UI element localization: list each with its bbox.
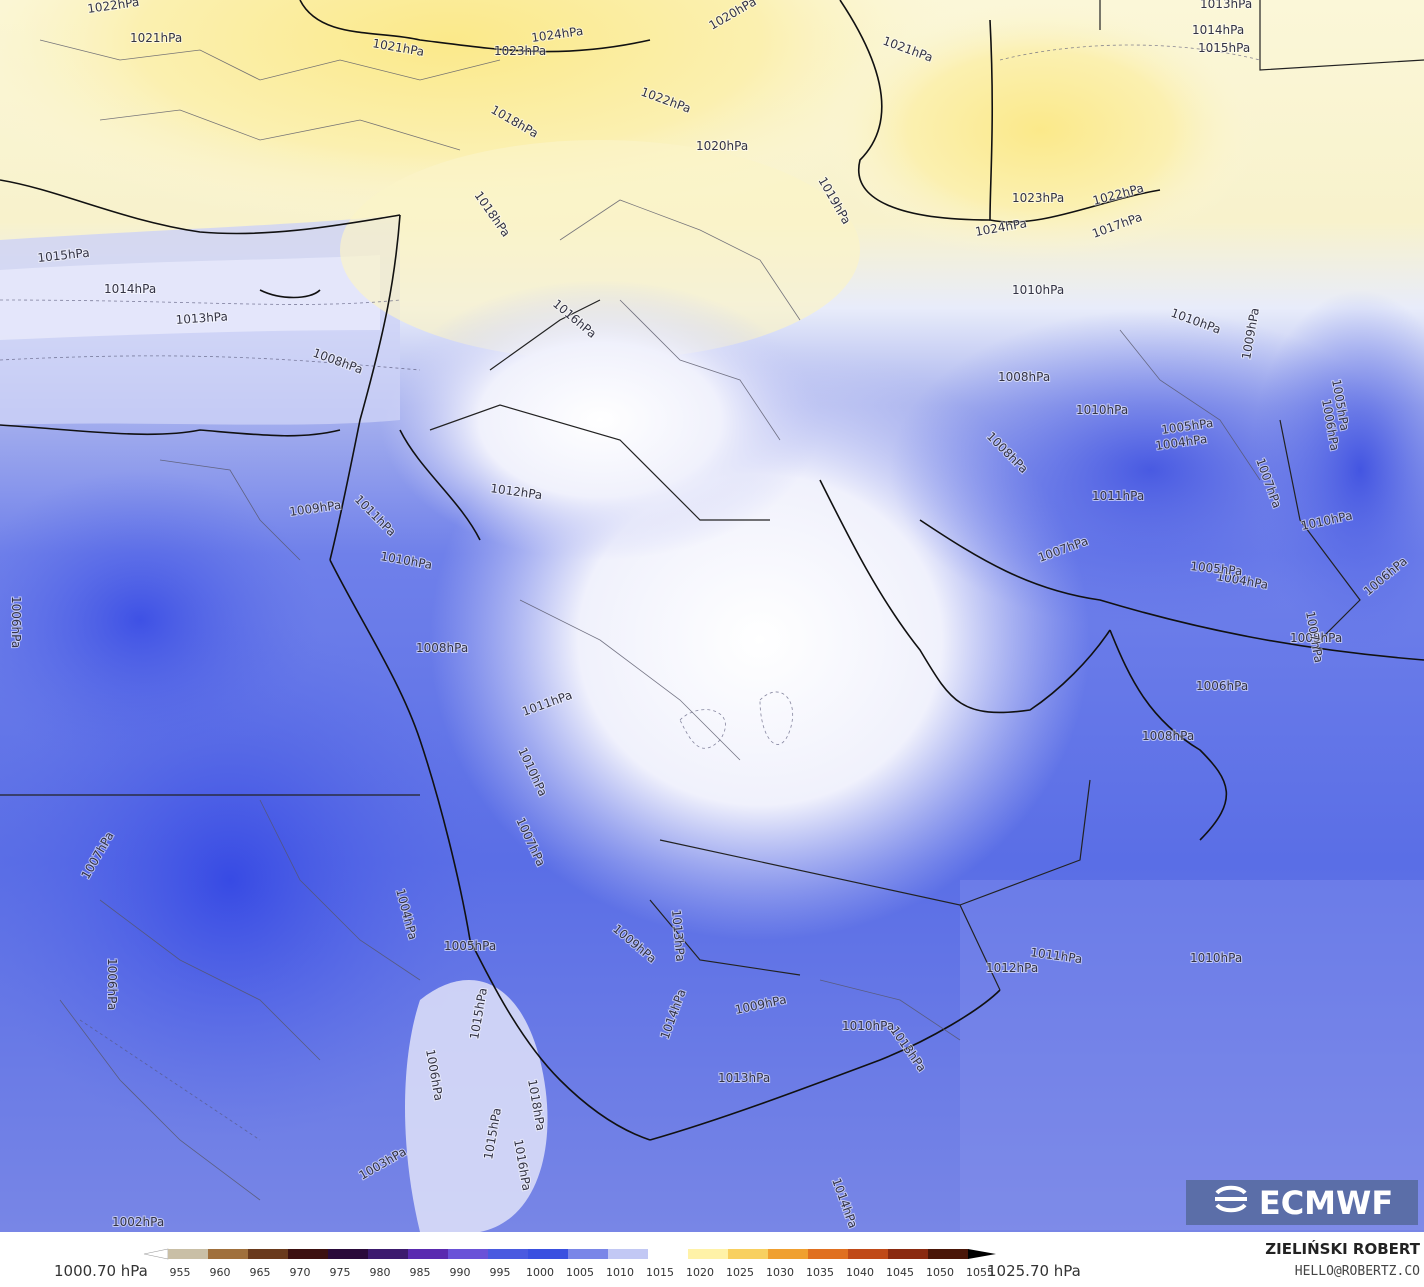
colorbar-swatch [688, 1249, 729, 1259]
colorbar-tick-label: 995 [490, 1266, 511, 1279]
isobar-label: 1021hPa [130, 31, 182, 45]
isobar-label: 1010hPa [1190, 951, 1242, 965]
pressure-map: 1022hPa 1021hPa 1021hPa 1023hPa 1024hPa … [0, 0, 1424, 1232]
colorbar-max-label: 1025.70 hPa [987, 1262, 1081, 1280]
colorbar-tick-label: 975 [330, 1266, 351, 1279]
colorbar-swatch [368, 1249, 409, 1259]
colorbar-swatch [288, 1249, 329, 1259]
colorbar-swatch [608, 1249, 649, 1259]
isobar-label: 1008hPa [1142, 729, 1194, 743]
colorbar-tick-label: 985 [410, 1266, 431, 1279]
isobar-label: 1012hPa [986, 961, 1038, 975]
isobar-label: 1005hPa [1290, 631, 1342, 645]
isobar-label: 1006hPa [105, 958, 119, 1010]
isobar-label: 1006hPa [1196, 679, 1248, 693]
isobar-label: 1023hPa [494, 44, 546, 58]
isobar-label: 1013hPa [1200, 0, 1252, 11]
colorbar-min-label: 1000.70 hPa [54, 1262, 148, 1280]
colorbar-tick-label: 1025 [726, 1266, 754, 1279]
isobar-label: 1010hPa [842, 1019, 894, 1033]
isobar-label: 1014hPa [1192, 23, 1244, 37]
colorbar-swatch [168, 1249, 209, 1259]
isobar-label: 1023hPa [1012, 191, 1064, 205]
colorbar-swatch [448, 1249, 489, 1259]
isobar-label: 1006hPa [9, 596, 23, 648]
colorbar-swatch [808, 1249, 849, 1259]
ecmwf-logo-icon [1211, 1184, 1251, 1222]
author-credit: ZIELIŃSKI ROBERT [1265, 1240, 1420, 1258]
isobar-label: 1013hPa [175, 309, 228, 327]
isobar-label: 1008hPa [998, 370, 1050, 384]
colorbar-tick-label: 965 [250, 1266, 271, 1279]
isobar-label: 1008hPa [416, 641, 468, 655]
ecmwf-logo-text: ECMWF [1258, 1183, 1394, 1222]
colorbar-tick-label: 1005 [566, 1266, 594, 1279]
colorbar-swatch [248, 1249, 289, 1259]
colorbar-tick-label: 960 [210, 1266, 231, 1279]
isobar-label: 1014hPa [104, 282, 156, 296]
colorbar-swatch [728, 1249, 769, 1259]
isobar-label: 1020hPa [696, 139, 748, 153]
colorbar-tick-label: 980 [370, 1266, 391, 1279]
colorbar-tick-label: 1000 [526, 1266, 554, 1279]
isobar-label: 1010hPa [1012, 283, 1064, 297]
isobar-label: 1002hPa [112, 1215, 164, 1229]
colorbar-swatch [528, 1249, 569, 1259]
isobar-label: 1015hPa [37, 246, 90, 265]
isobar-label: 1015hPa [1198, 41, 1250, 55]
colorbar-tick-label: 970 [290, 1266, 311, 1279]
colorbar-tick-label: 1015 [646, 1266, 674, 1279]
colorbar-tick-label: 1040 [846, 1266, 874, 1279]
isobar-label: 1005hPa [444, 939, 496, 953]
isobar-label: 1010hPa [1076, 403, 1128, 417]
colorbar-swatch [648, 1249, 689, 1259]
colorbar-tick-label: 990 [450, 1266, 471, 1279]
colorbar-right-arrow [968, 1249, 996, 1259]
colorbar-swatch [408, 1249, 449, 1259]
colorbar-tick-label: 1020 [686, 1266, 714, 1279]
colorbar-tick-label: 955 [170, 1266, 191, 1279]
author-email: HELLO@ROBERTZ.CO [1294, 1264, 1420, 1279]
colorbar-swatch [928, 1249, 969, 1259]
colorbar-tick-label: 1010 [606, 1266, 634, 1279]
colorbar-swatch [848, 1249, 889, 1259]
colorbar-swatch [208, 1249, 249, 1259]
isobar-label: 1005hPa [1190, 559, 1243, 578]
colorbar-swatch [328, 1249, 369, 1259]
colorbar-tick-label: 1030 [766, 1266, 794, 1279]
colorbar-swatch [488, 1249, 529, 1259]
colorbar-swatch [888, 1249, 929, 1259]
footer: 955 960 965 970 975 980 985 990 995 1000 1005 1010 1… [0, 1232, 1424, 1287]
colorbar-swatch [568, 1249, 609, 1259]
colorbar-left-arrow [143, 1248, 169, 1260]
ecmwf-logo: ECMWF [1186, 1180, 1418, 1225]
isobar-label: 1013hPa [718, 1071, 770, 1085]
isobar-label: 1011hPa [1092, 489, 1144, 503]
isobar-label: 1013hPa [669, 909, 687, 962]
colorbar-swatch [768, 1249, 809, 1259]
colorbar-tick-label: 1050 [926, 1266, 954, 1279]
colorbar: 955 960 965 970 975 980 985 990 995 1000 1005 1010 1… [143, 1248, 996, 1279]
colorbar-tick-label: 1055 [966, 1266, 994, 1279]
colorbar-tick-label: 1045 [886, 1266, 914, 1279]
colorbar-tick-label: 1035 [806, 1266, 834, 1279]
